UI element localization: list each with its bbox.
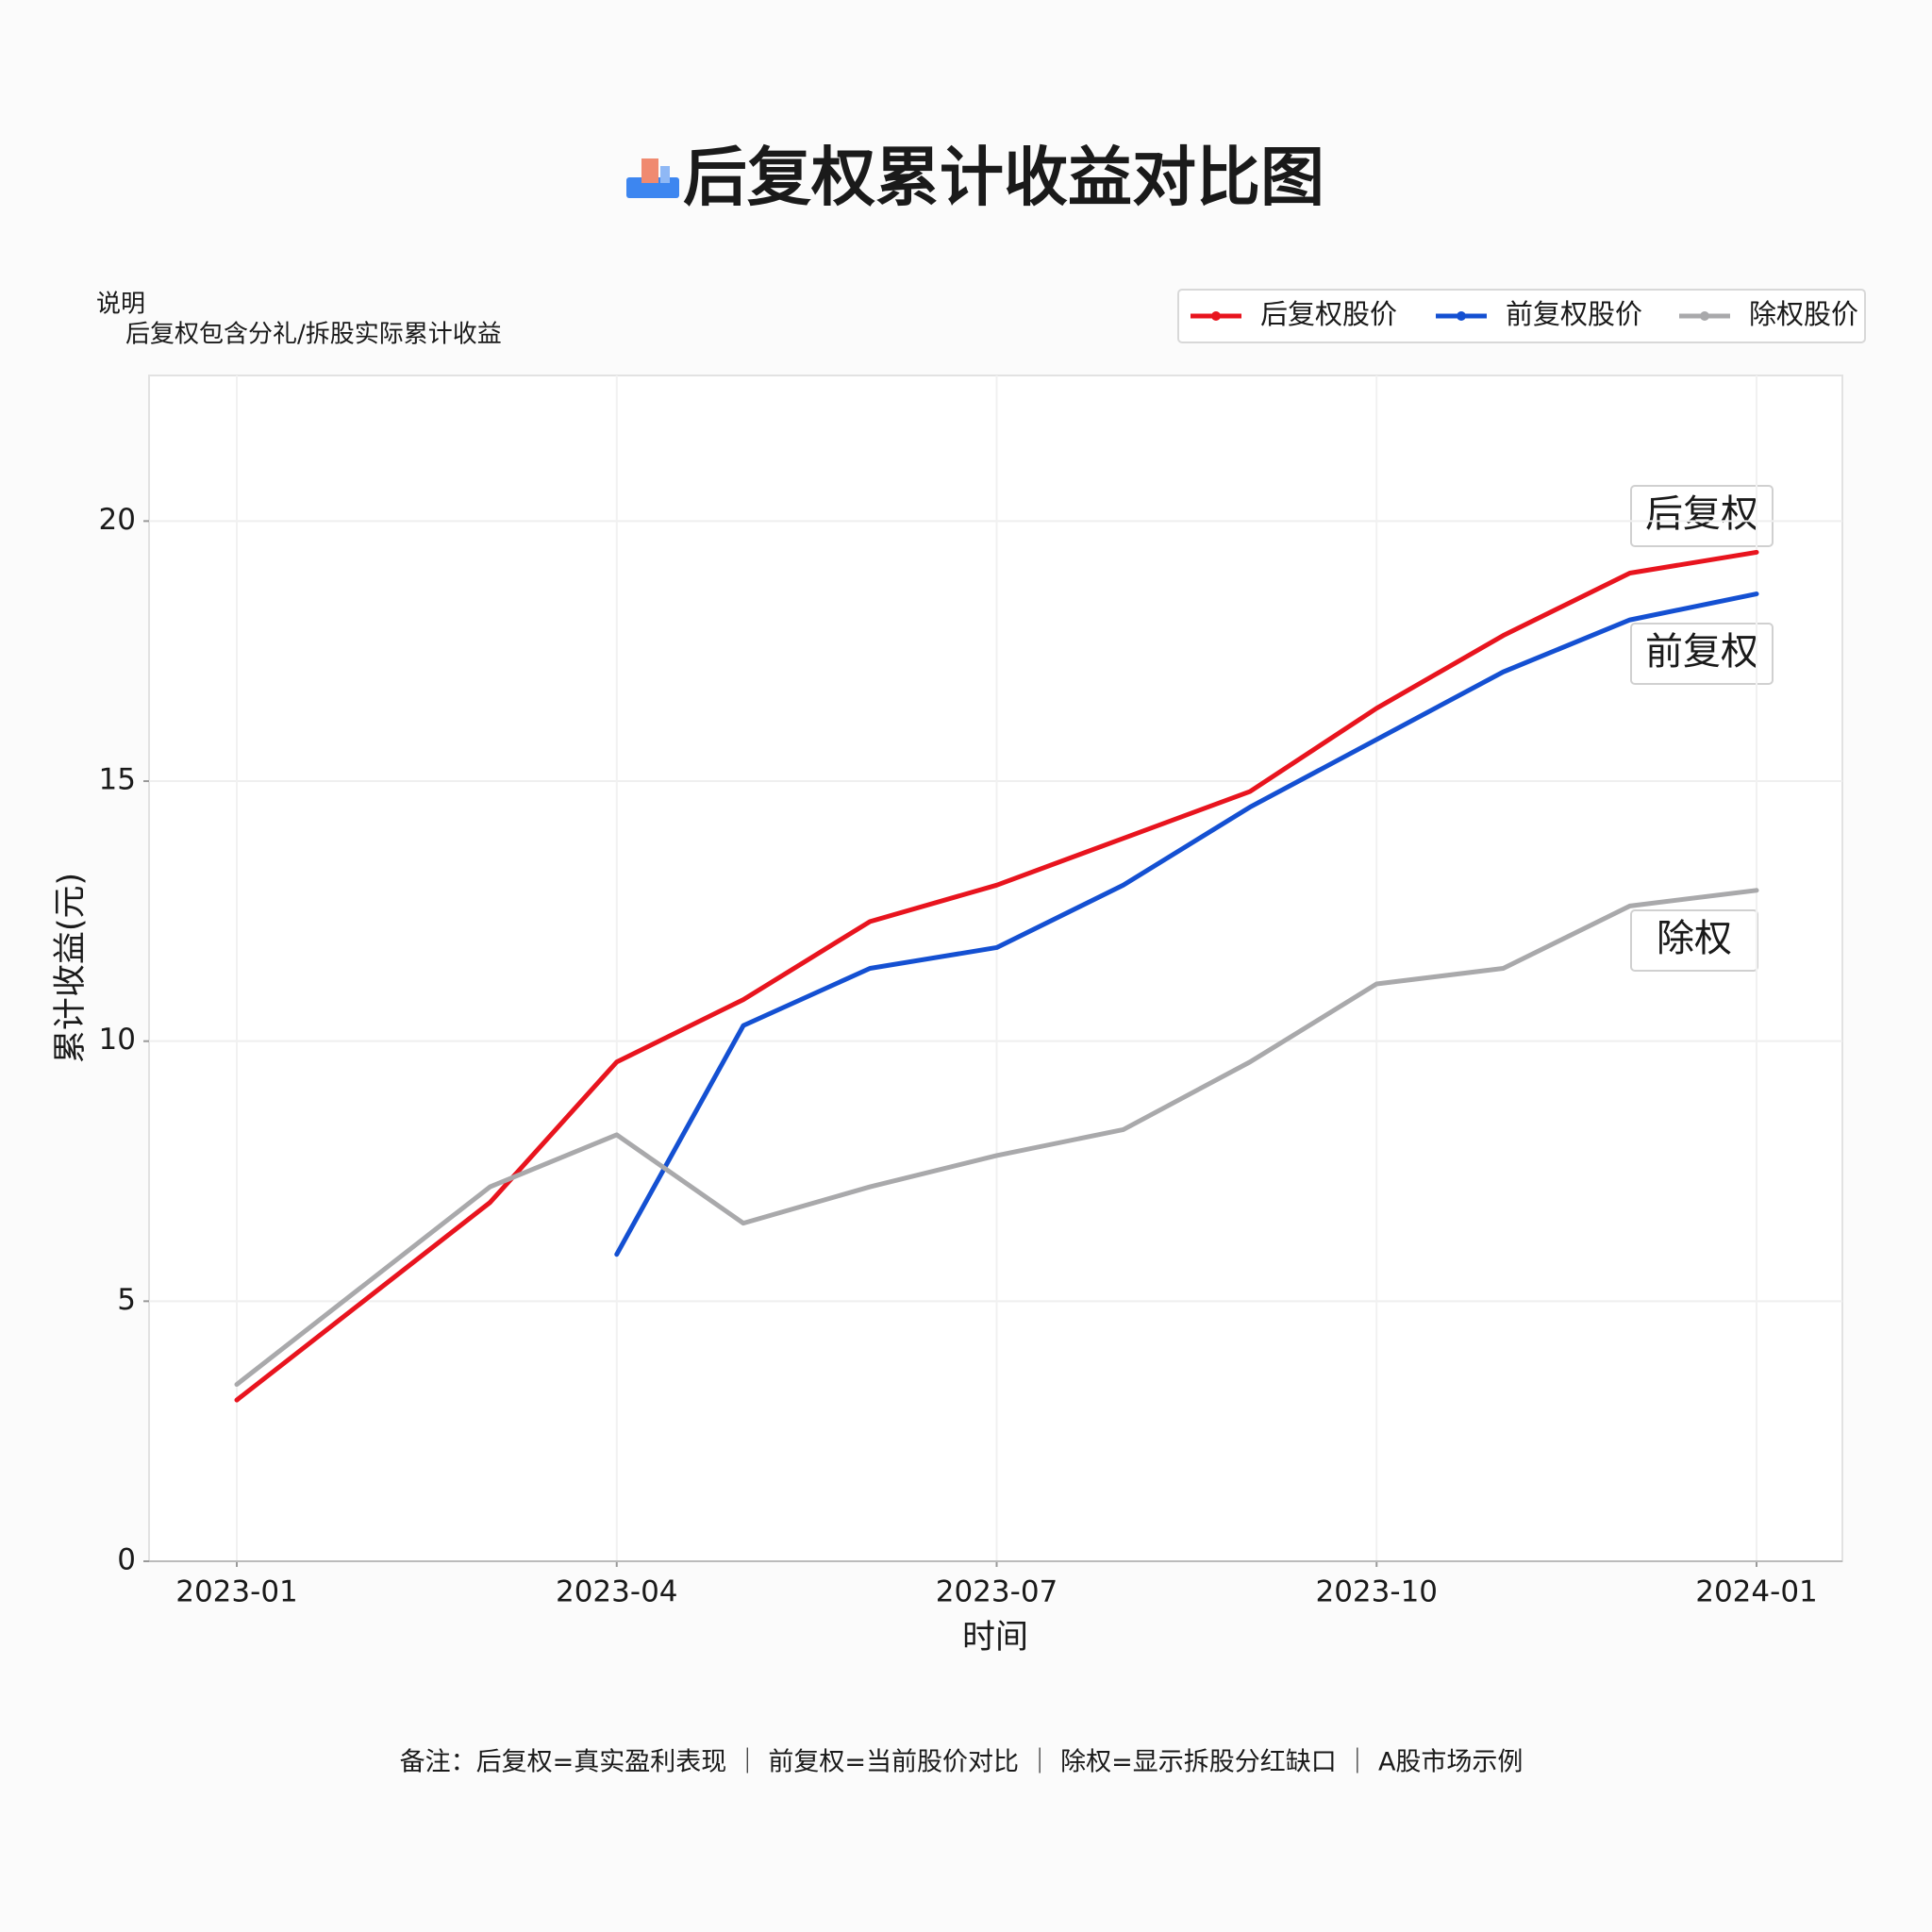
legend-marker bbox=[1211, 311, 1221, 321]
y-axis-label: 累计收益(元) bbox=[52, 873, 90, 1063]
annotation: 除权 bbox=[1657, 917, 1732, 960]
legend-label: 后复权股价 bbox=[1260, 298, 1397, 330]
legend-label: 前复权股价 bbox=[1506, 298, 1642, 330]
y-tick-label: 5 bbox=[117, 1283, 136, 1317]
y-tick-label: 10 bbox=[99, 1023, 136, 1057]
series-line bbox=[234, 549, 1759, 1403]
title-icon bbox=[626, 158, 679, 198]
x-tick-label: 2023-04 bbox=[556, 1575, 678, 1609]
y-tick-label: 15 bbox=[99, 763, 136, 797]
x-tick-label: 2023-10 bbox=[1315, 1575, 1438, 1609]
note-text: 后复权包含分礼/拆股实际累计收益 bbox=[125, 321, 502, 349]
series-line bbox=[614, 591, 1759, 1257]
y-tick-label: 20 bbox=[99, 503, 136, 537]
legend-marker bbox=[1700, 311, 1709, 321]
y-tick-label: 0 bbox=[117, 1543, 136, 1577]
legend-marker bbox=[1457, 311, 1466, 321]
x-axis-label: 时间 bbox=[962, 1619, 1028, 1657]
note-heading: 说明 bbox=[96, 291, 145, 319]
x-tick-label: 2023-01 bbox=[175, 1575, 298, 1609]
annotation: 后复权 bbox=[1645, 492, 1758, 536]
annotation: 前复权 bbox=[1645, 630, 1758, 674]
x-tick-label: 2024-01 bbox=[1695, 1575, 1818, 1609]
legend-label: 除权股价 bbox=[1749, 298, 1858, 330]
x-tick-label: 2023-07 bbox=[936, 1575, 1058, 1609]
annotation-boxes bbox=[1630, 485, 1774, 972]
chart-title: 后复权累计收益对比图 bbox=[683, 142, 1324, 216]
series-line bbox=[234, 888, 1759, 1388]
legend-box bbox=[1177, 289, 1866, 343]
footer-note: 备注：后复权=真实盈利表现 ｜ 前复权=当前股价对比 ｜ 除权=显示拆股分红缺口… bbox=[400, 1748, 1524, 1777]
